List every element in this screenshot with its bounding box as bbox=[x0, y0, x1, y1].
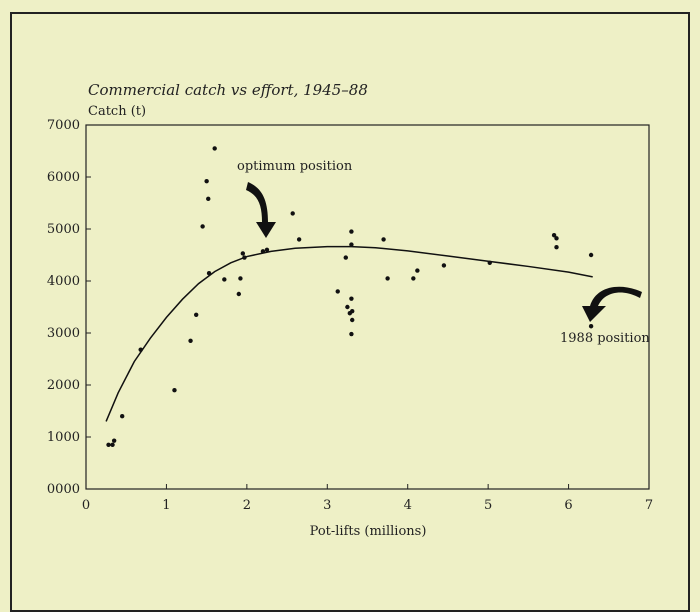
data-point bbox=[411, 276, 416, 281]
y-tick-label: 1000 bbox=[47, 430, 80, 445]
data-point bbox=[415, 268, 420, 273]
data-point bbox=[554, 236, 559, 241]
optimum-arrow bbox=[246, 182, 276, 238]
data-point bbox=[487, 260, 492, 265]
plot-area bbox=[85, 124, 650, 490]
data-point bbox=[200, 224, 205, 229]
data-point bbox=[554, 245, 559, 250]
data-point bbox=[188, 338, 193, 343]
position-1988-arrow bbox=[582, 286, 642, 322]
x-axis-label: Pot-lifts (millions) bbox=[310, 524, 427, 539]
y-tick-label: 0000 bbox=[47, 482, 80, 497]
data-point bbox=[588, 252, 594, 258]
data-point bbox=[588, 324, 594, 329]
y-tick-label: 5000 bbox=[47, 222, 80, 237]
annotation-optimum: optimum position bbox=[237, 159, 353, 174]
y-tick-label: 6000 bbox=[47, 170, 80, 185]
data-point bbox=[290, 211, 295, 216]
data-point bbox=[119, 414, 125, 419]
data-point bbox=[551, 233, 557, 238]
data-point bbox=[264, 247, 270, 252]
data-point bbox=[260, 249, 266, 254]
x-tick-label: 2 bbox=[243, 498, 251, 513]
data-point bbox=[222, 277, 227, 282]
x-tick-label: 3 bbox=[323, 498, 331, 513]
data-point bbox=[172, 388, 177, 393]
data-point bbox=[343, 255, 348, 260]
data-point bbox=[381, 237, 386, 242]
data-point bbox=[350, 317, 355, 323]
data-point bbox=[111, 438, 117, 443]
data-point bbox=[385, 276, 390, 281]
data-point bbox=[204, 178, 209, 184]
data-point bbox=[206, 271, 212, 276]
y-tick-label: 2000 bbox=[47, 378, 80, 393]
data-point bbox=[238, 276, 243, 281]
trend-curve bbox=[105, 245, 593, 422]
x-tick-label: 0 bbox=[82, 498, 90, 513]
y-axis-label: Catch (t) bbox=[88, 104, 146, 119]
data-point bbox=[349, 242, 354, 247]
data-point bbox=[193, 312, 199, 317]
y-tick-label: 7000 bbox=[47, 118, 80, 133]
data-point bbox=[350, 308, 355, 314]
data-point bbox=[212, 146, 217, 151]
x-tick-label: 6 bbox=[564, 498, 572, 513]
annotation-1988: 1988 position bbox=[560, 331, 650, 346]
data-point bbox=[349, 296, 354, 301]
data-point bbox=[335, 289, 340, 294]
data-point bbox=[236, 291, 242, 297]
data-point bbox=[240, 251, 246, 256]
chart-title: Commercial catch vs effort, 1945–88 bbox=[88, 81, 368, 99]
data-point bbox=[349, 331, 354, 337]
data-point bbox=[296, 237, 302, 242]
data-point bbox=[110, 442, 115, 447]
y-tick-label: 4000 bbox=[47, 274, 80, 289]
x-tick-label: 7 bbox=[645, 498, 653, 513]
y-tick-label: 3000 bbox=[47, 326, 80, 341]
scatter-chart: Commercial catch vs effort, 1945–88 Catc… bbox=[47, 81, 653, 539]
data-point bbox=[349, 229, 354, 234]
x-tick-label: 4 bbox=[404, 498, 412, 513]
data-point bbox=[345, 304, 350, 310]
data-point bbox=[106, 442, 111, 447]
x-tick-label: 1 bbox=[162, 498, 170, 513]
data-point bbox=[138, 347, 143, 352]
data-point bbox=[206, 196, 211, 202]
data-point bbox=[441, 263, 447, 268]
x-tick-label: 5 bbox=[484, 498, 492, 513]
data-point bbox=[242, 255, 247, 260]
